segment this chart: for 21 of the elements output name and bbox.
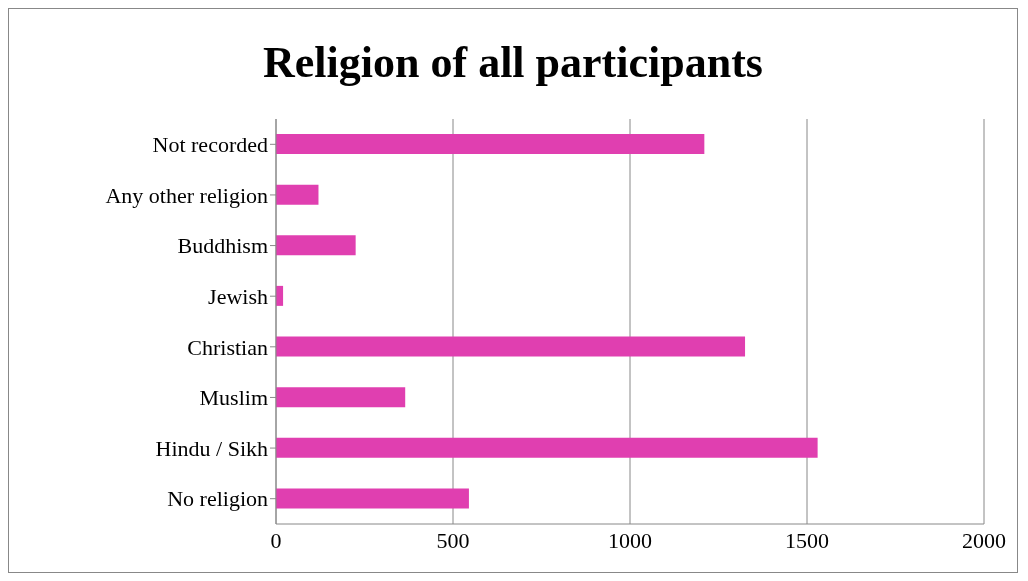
y-tick-label: Christian — [187, 334, 268, 360]
y-tick-label: Not recorded — [152, 132, 268, 158]
bar — [276, 184, 319, 205]
x-tick-label: 1500 — [785, 527, 829, 553]
bar — [276, 387, 406, 408]
bar — [276, 437, 818, 458]
y-tick-label: Any other religion — [105, 182, 268, 208]
bar — [276, 488, 469, 509]
x-tick-label: 500 — [436, 527, 470, 553]
y-tick-label: Muslim — [199, 385, 268, 411]
x-tick-label: 0 — [270, 527, 282, 553]
y-tick-label: Buddhism — [177, 233, 268, 259]
y-tick-label: No religion — [167, 486, 268, 512]
bar — [276, 235, 356, 256]
y-tick-label: Jewish — [208, 284, 268, 309]
bar — [276, 134, 705, 154]
bar — [276, 336, 746, 357]
x-tick-label: 2000 — [962, 527, 1006, 553]
x-tick-label: 1000 — [608, 527, 652, 553]
chart-title: Religion of all participants — [262, 37, 764, 88]
y-tick-label: Hindu / Sikh — [155, 435, 268, 461]
